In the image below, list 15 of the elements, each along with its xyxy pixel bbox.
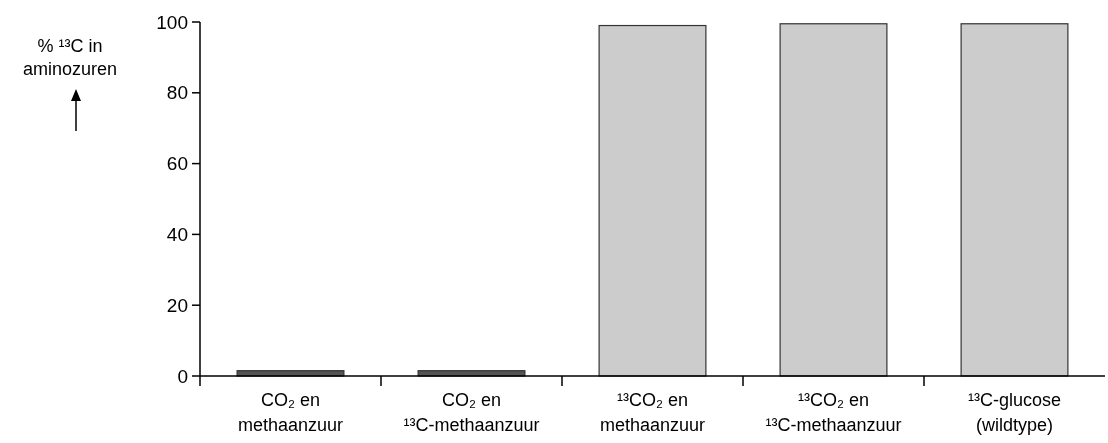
x-tick-label: ¹³C-glucose (wildtype) xyxy=(967,390,1062,435)
y-axis-title: % ¹³C in aminozuren xyxy=(22,36,118,79)
y-tick-label: 40 xyxy=(166,224,188,246)
bar xyxy=(960,23,1069,377)
y-tick-label: 60 xyxy=(166,153,188,175)
y-tick-label: 80 xyxy=(166,82,188,104)
y-tick-label: 20 xyxy=(166,294,188,316)
y-tick-label: 100 xyxy=(156,11,188,33)
bar xyxy=(598,24,707,377)
x-tick-label: ¹³CO₂ en methaanzuur xyxy=(599,390,706,435)
x-tick-label: ¹³CO₂ en ¹³C-methaanzuur xyxy=(765,390,902,435)
bar xyxy=(779,23,888,377)
y-tick-label: 0 xyxy=(177,365,188,387)
x-tick-label: CO₂ en methaanzuur xyxy=(237,390,344,435)
x-tick-label: CO₂ en ¹³C-methaanzuur xyxy=(403,390,540,435)
